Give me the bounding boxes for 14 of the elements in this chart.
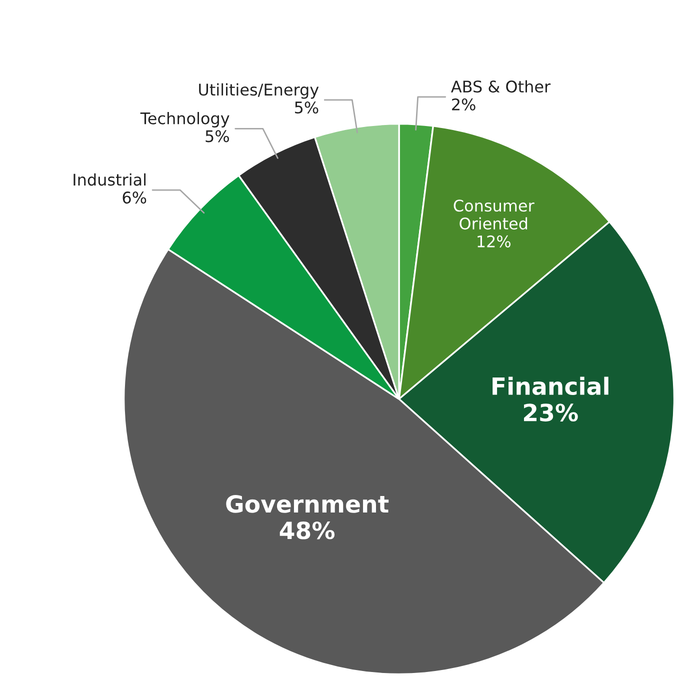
data-label: 5% bbox=[206, 130, 229, 142]
data-label: 23% bbox=[524, 404, 578, 422]
slice-label: ABS & Other bbox=[451, 80, 551, 93]
slice-label: Financial bbox=[492, 376, 608, 396]
slice-label: Industrial bbox=[74, 173, 146, 186]
slice-label: Government bbox=[226, 495, 389, 513]
data-label: 12% bbox=[478, 235, 510, 248]
slice-label: Technology bbox=[140, 112, 230, 128]
data-label: 6% bbox=[122, 192, 146, 204]
data-label: 2% bbox=[452, 98, 476, 110]
data-label: 5% bbox=[295, 101, 318, 114]
slice-label: Utilities/Energy bbox=[199, 83, 319, 99]
slice-label: Consumer Oriented bbox=[454, 200, 534, 230]
data-label: 48% bbox=[280, 521, 335, 540]
